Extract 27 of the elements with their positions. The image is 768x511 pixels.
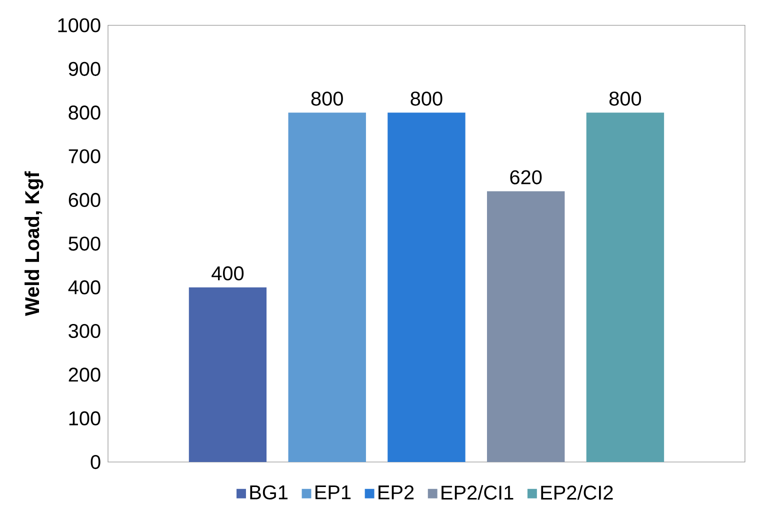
data-label: 800 — [311, 92, 343, 106]
y-tick-label: 100 — [69, 411, 100, 426]
y-axis-title: Weld Load, Kgf — [24, 171, 44, 316]
legend-label: EP2/CI1 — [442, 485, 514, 500]
data-label: 400 — [212, 266, 244, 280]
y-tick-label: 900 — [68, 62, 100, 76]
bar — [486, 191, 565, 462]
legend-label: BG1 — [250, 485, 288, 500]
bar — [288, 112, 366, 462]
bar — [388, 112, 466, 462]
bar — [188, 287, 267, 462]
y-tick-label: 300 — [68, 324, 100, 338]
y-tick-label: 800 — [68, 106, 100, 120]
y-tick-label: 0 — [90, 454, 100, 470]
data-label: 800 — [410, 92, 442, 106]
y-tick-label: 700 — [68, 149, 100, 164]
legend-label: EP2/CI2 — [541, 485, 613, 500]
y-tick-label: 600 — [68, 192, 100, 208]
y-tick-label: 400 — [68, 280, 100, 294]
legend-label: EP1 — [316, 485, 351, 500]
y-tick-label: 200 — [68, 368, 100, 382]
data-label: 800 — [609, 92, 642, 106]
legend-label: EP2 — [378, 485, 414, 500]
bar — [586, 112, 664, 462]
y-tick-label: 1000 — [58, 18, 100, 32]
y-tick-label: 500 — [68, 236, 100, 251]
data-label: 620 — [510, 170, 542, 184]
